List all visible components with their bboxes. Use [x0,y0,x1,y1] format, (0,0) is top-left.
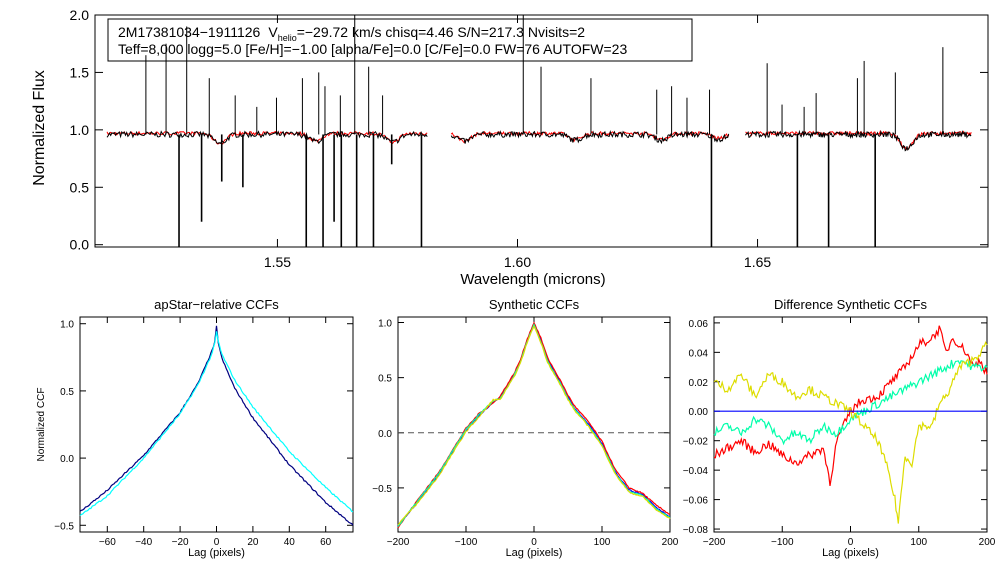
x-tick-label: −200 [703,537,726,548]
ccf-line-visit-1 [397,321,671,529]
x-tick-label: 200 [979,537,996,548]
observed-spectrum-line [450,129,730,145]
x-tick-label: −60 [99,537,116,548]
x-tick-label: 100 [594,537,611,548]
x-axis-label: Lag (pixels) [822,547,879,559]
y-tick-label: 1.0 [378,319,392,330]
ccf-line-visit-1 [713,325,988,486]
x-tick-label: 1.60 [504,254,531,270]
spectrum-panel: Normalized Flux Wavelength (microns) 2M1… [31,7,989,288]
y-tick-label: 0.0 [60,454,74,465]
x-tick-label: 20 [247,537,259,548]
y-tick-label: −0.5 [372,484,392,495]
ccf-line-visit-3 [713,341,988,524]
observed-spectrum-line [106,130,428,145]
y-tick-label: 0.0 [378,429,392,440]
x-tick-label: 60 [320,537,332,548]
ccf-panel-difference: −200 −100 0 100 200 −0.08 −0.06 −0.04 −0.02 0.00 0… [683,297,996,559]
header-vhelio-subscript: helio [278,33,297,43]
header-stats: =−29.72 km/s chisq=4.46 S/N=217.3 Nvisit… [297,24,586,40]
x-tick-label: 100 [910,537,927,548]
ccf-panel-apstar-relative: −60 −40 −20 0 20 40 60 −0.5 0.0 0.5 1.0 apStar−rela… [36,297,354,559]
y-tick-label: 0.5 [70,179,90,195]
x-tick-label: −20 [172,537,189,548]
x-tick-label: 0 [848,537,854,548]
header-star-id: 2M17381034−1911126 [118,24,261,40]
ccf-panel-synthetic: −200 −100 0 100 200 −0.5 0.0 0.5 1.0 Synthetic CC… [372,297,679,559]
x-tick-label: 40 [284,537,296,548]
plot-frame [397,316,671,533]
y-tick-label: −0.08 [683,525,709,536]
header-box [107,18,693,62]
header-line-1: 2M17381034−1911126 Vhelio=−29.72 km/s chi… [118,24,585,43]
panel-title: Synthetic CCFs [489,297,580,312]
ccf-line-visit-2 [79,331,354,517]
plot-frame [94,14,989,248]
y-tick-label: 1.5 [70,64,90,80]
y-tick-label: −0.02 [683,437,709,448]
y-tick-label: −0.04 [683,466,709,477]
y-tick-label: −0.06 [683,496,709,507]
panel-title: Difference Synthetic CCFs [774,297,927,312]
x-tick-label: 0 [531,537,537,548]
y-tick-label: 0.5 [378,374,392,385]
x-tick-label: −100 [455,537,478,548]
y-tick-label: 0.04 [689,348,709,359]
ccf-line-visit-2 [713,359,988,446]
header-line-2: Teff=8,000 logg=5.0 [Fe/H]=−1.00 [alpha/… [118,41,627,57]
x-axis-label: Lag (pixels) [506,547,563,559]
x-tick-label: 1.55 [264,254,291,270]
x-tick-label: −40 [135,537,152,548]
x-tick-label: 1.65 [744,254,771,270]
plot-frame [79,316,354,533]
header-vhelio-label: V [268,24,278,40]
y-tick-label: 0.0 [70,237,90,253]
spectrum-x-axis-label: Wavelength (microns) [460,271,605,288]
ccf-line-visit-3 [397,325,671,526]
y-tick-label: 0.5 [60,387,74,398]
x-tick-label: −100 [771,537,794,548]
y-axis-label: Normalized CCF [36,388,47,462]
observed-spectrum-line [745,129,972,152]
ccf-line-template [397,322,671,527]
y-tick-label: 2.0 [70,7,90,23]
ccf-line-visit-2 [397,323,671,527]
x-tick-label: 0 [214,537,220,548]
x-tick-label: −200 [387,537,410,548]
x-tick-label: 200 [662,537,679,548]
y-tick-label: −0.5 [54,521,74,532]
y-tick-label: 0.06 [689,319,709,330]
y-tick-label: 0.02 [689,378,709,389]
y-tick-label: 0.00 [689,407,709,418]
spectrum-y-axis-label: Normalized Flux [31,70,48,186]
y-tick-label: 1.0 [70,122,90,138]
x-axis-label: Lag (pixels) [188,547,245,559]
panel-title: apStar−relative CCFs [154,297,279,312]
y-tick-label: 1.0 [60,320,74,331]
ccf-line-visit-1 [79,325,354,526]
